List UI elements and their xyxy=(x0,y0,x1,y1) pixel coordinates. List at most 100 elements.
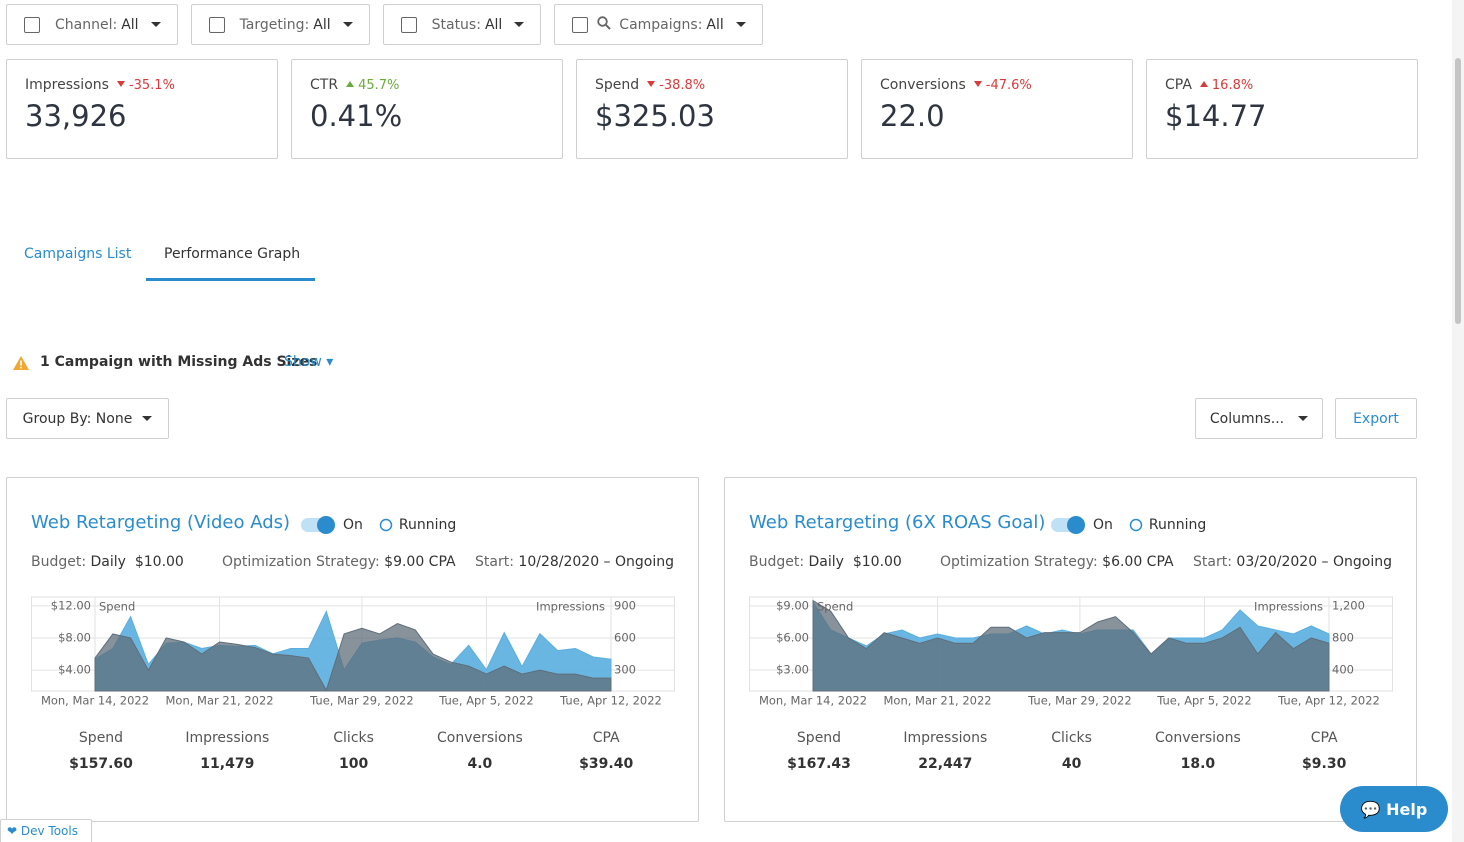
campaign-card: Web Retargeting (6X ROAS Goal) On Running B… xyxy=(724,477,1417,822)
kpi-change-text: -47.6% xyxy=(985,78,1032,93)
dev-tools[interactable]: ❤ Dev Tools xyxy=(0,819,92,842)
filter-label: Channel: xyxy=(55,16,118,33)
x-tick-label: Tue, Mar 29, 2022 xyxy=(309,694,414,708)
stat: Clicks 100 xyxy=(294,730,414,772)
kpi-head: Conversions -47.6% xyxy=(880,74,1114,93)
stat-value: 4.0 xyxy=(467,756,493,772)
kpi-card: Conversions -47.6% 22.0 xyxy=(861,59,1133,159)
kpi-change: -47.6% xyxy=(973,78,1032,93)
kpi-value: $325.03 xyxy=(595,99,715,133)
info-value: $9.00 CPA xyxy=(384,554,456,570)
checkbox[interactable] xyxy=(400,16,417,33)
kpi-change-text: 45.7% xyxy=(358,78,400,93)
y-tick-label: $9.00 xyxy=(776,598,809,612)
stat-label: Clicks xyxy=(333,730,374,746)
stat-value: 18.0 xyxy=(1180,756,1216,772)
campaign-title[interactable]: Web Retargeting (Video Ads) xyxy=(31,512,291,533)
stat-value: 11,479 xyxy=(200,756,255,772)
checkbox[interactable] xyxy=(24,16,40,33)
filter-value: All xyxy=(121,16,139,33)
filter-dropdown[interactable]: Status: All xyxy=(382,4,542,45)
columns-button[interactable]: Columns... xyxy=(1195,398,1323,439)
stat-label: CPA xyxy=(1310,730,1338,746)
info-item: Budget: Daily $10.00 xyxy=(31,554,184,570)
kpi-label: CPA xyxy=(1165,77,1192,93)
status-ring xyxy=(1129,518,1143,532)
filter-value: All xyxy=(484,16,503,33)
toggle-knob xyxy=(317,516,335,534)
status-ring xyxy=(379,518,393,532)
kpi-head: CPA 16.8% xyxy=(1165,74,1399,93)
info-item: Budget: Daily $10.00 xyxy=(749,554,902,570)
kpi-head: Impressions -35.1% xyxy=(25,74,259,93)
filter-dropdown[interactable]: Channel: All xyxy=(6,4,178,45)
y2-tick-label: 1,200 xyxy=(1332,598,1365,612)
tab[interactable]: Performance Graph xyxy=(164,246,301,262)
scroll-thumb[interactable] xyxy=(1455,58,1461,324)
info-label: Budget xyxy=(31,554,82,570)
stat: Spend $167.43 xyxy=(759,730,879,772)
filter-dropdown[interactable]: Targeting: All xyxy=(190,4,370,45)
kpi-change: -38.8% xyxy=(647,78,705,93)
scrollbar xyxy=(1452,0,1464,842)
y2-tick-label: 900 xyxy=(614,599,636,613)
x-tick-label: Tue, Mar 29, 2022 xyxy=(1027,694,1132,708)
info-value: Daily $10.00 xyxy=(90,554,184,570)
toggle-group: On Running xyxy=(301,515,456,535)
columns-text: Columns... xyxy=(1209,410,1285,427)
x-tick-label: Mon, Mar 21, 2022 xyxy=(165,694,273,708)
x-tick-label: Mon, Mar 21, 2022 xyxy=(883,694,991,708)
y2-tick-label: 400 xyxy=(1332,663,1354,677)
filter-dropdown[interactable]: Campaigns: All xyxy=(554,4,763,45)
search-icon xyxy=(597,16,612,30)
stat: Spend $157.60 xyxy=(41,730,161,772)
status-label: Running xyxy=(398,517,457,533)
kpi-label: Spend xyxy=(595,77,640,93)
stat: CPA $39.40 xyxy=(546,730,666,772)
export-button[interactable]: Export xyxy=(1335,398,1417,439)
stat-label: Impressions xyxy=(903,730,988,746)
y-tick-label: $6.00 xyxy=(776,630,809,644)
search-glass xyxy=(597,16,608,27)
stat-label: CPA xyxy=(592,730,620,746)
stat-value: $157.60 xyxy=(69,756,133,772)
stat-label: Spend xyxy=(796,730,842,746)
toggle-switch[interactable] xyxy=(301,515,337,535)
kpi-change-text: -35.1% xyxy=(128,78,175,93)
help-button[interactable]: 💬 Help xyxy=(1340,786,1448,832)
trend-arrow xyxy=(647,81,656,87)
stat-label: Spend xyxy=(78,730,124,746)
kpi-card: Impressions -35.1% 33,926 xyxy=(6,59,278,159)
stat-label: Clicks xyxy=(1051,730,1092,746)
stat-label: Conversions xyxy=(1154,730,1241,746)
x-tick-label: Tue, Apr 5, 2022 xyxy=(438,694,533,708)
info-item: Optimization Strategy: $6.00 CPA xyxy=(940,554,1174,570)
checkbox[interactable] xyxy=(208,16,225,33)
filter-value: All xyxy=(313,16,331,33)
info-label: Budget xyxy=(749,554,800,570)
show-link[interactable]: Show ▾ xyxy=(284,354,334,370)
info-label: Start xyxy=(1193,554,1228,570)
series-label: Impressions xyxy=(1254,600,1323,614)
kpi-card: CTR 45.7% 0.41% xyxy=(291,59,563,159)
y-tick-label: $3.00 xyxy=(776,662,809,676)
kpi-head: Spend -38.8% xyxy=(595,74,829,93)
stat-label: Conversions xyxy=(436,730,523,746)
y-tick-label: $8.00 xyxy=(58,630,91,644)
group-by[interactable]: Group By: None xyxy=(6,398,169,439)
series-label: Spend xyxy=(99,600,135,614)
x-tick-label: Mon, Mar 14, 2022 xyxy=(41,694,149,708)
stat: CPA $9.30 xyxy=(1264,730,1384,772)
stat: Impressions 11,479 xyxy=(167,730,287,772)
tab[interactable]: Campaigns List xyxy=(24,246,132,262)
show-text[interactable]: Show xyxy=(284,354,322,370)
stat-value: $9.30 xyxy=(1302,756,1347,772)
checkbox[interactable] xyxy=(572,16,589,33)
campaign-title[interactable]: Web Retargeting (6X ROAS Goal) xyxy=(749,512,1046,533)
status-icon xyxy=(379,518,393,532)
kpi-change-text: 16.8% xyxy=(1211,78,1254,93)
toggle-switch[interactable] xyxy=(1051,515,1087,535)
kpi-change: 45.7% xyxy=(346,78,399,93)
kpi-label: CTR xyxy=(310,77,339,93)
kpi-row: Impressions -35.1% 33,926 CTR 45.7% 0.41% Spen… xyxy=(6,59,1418,159)
